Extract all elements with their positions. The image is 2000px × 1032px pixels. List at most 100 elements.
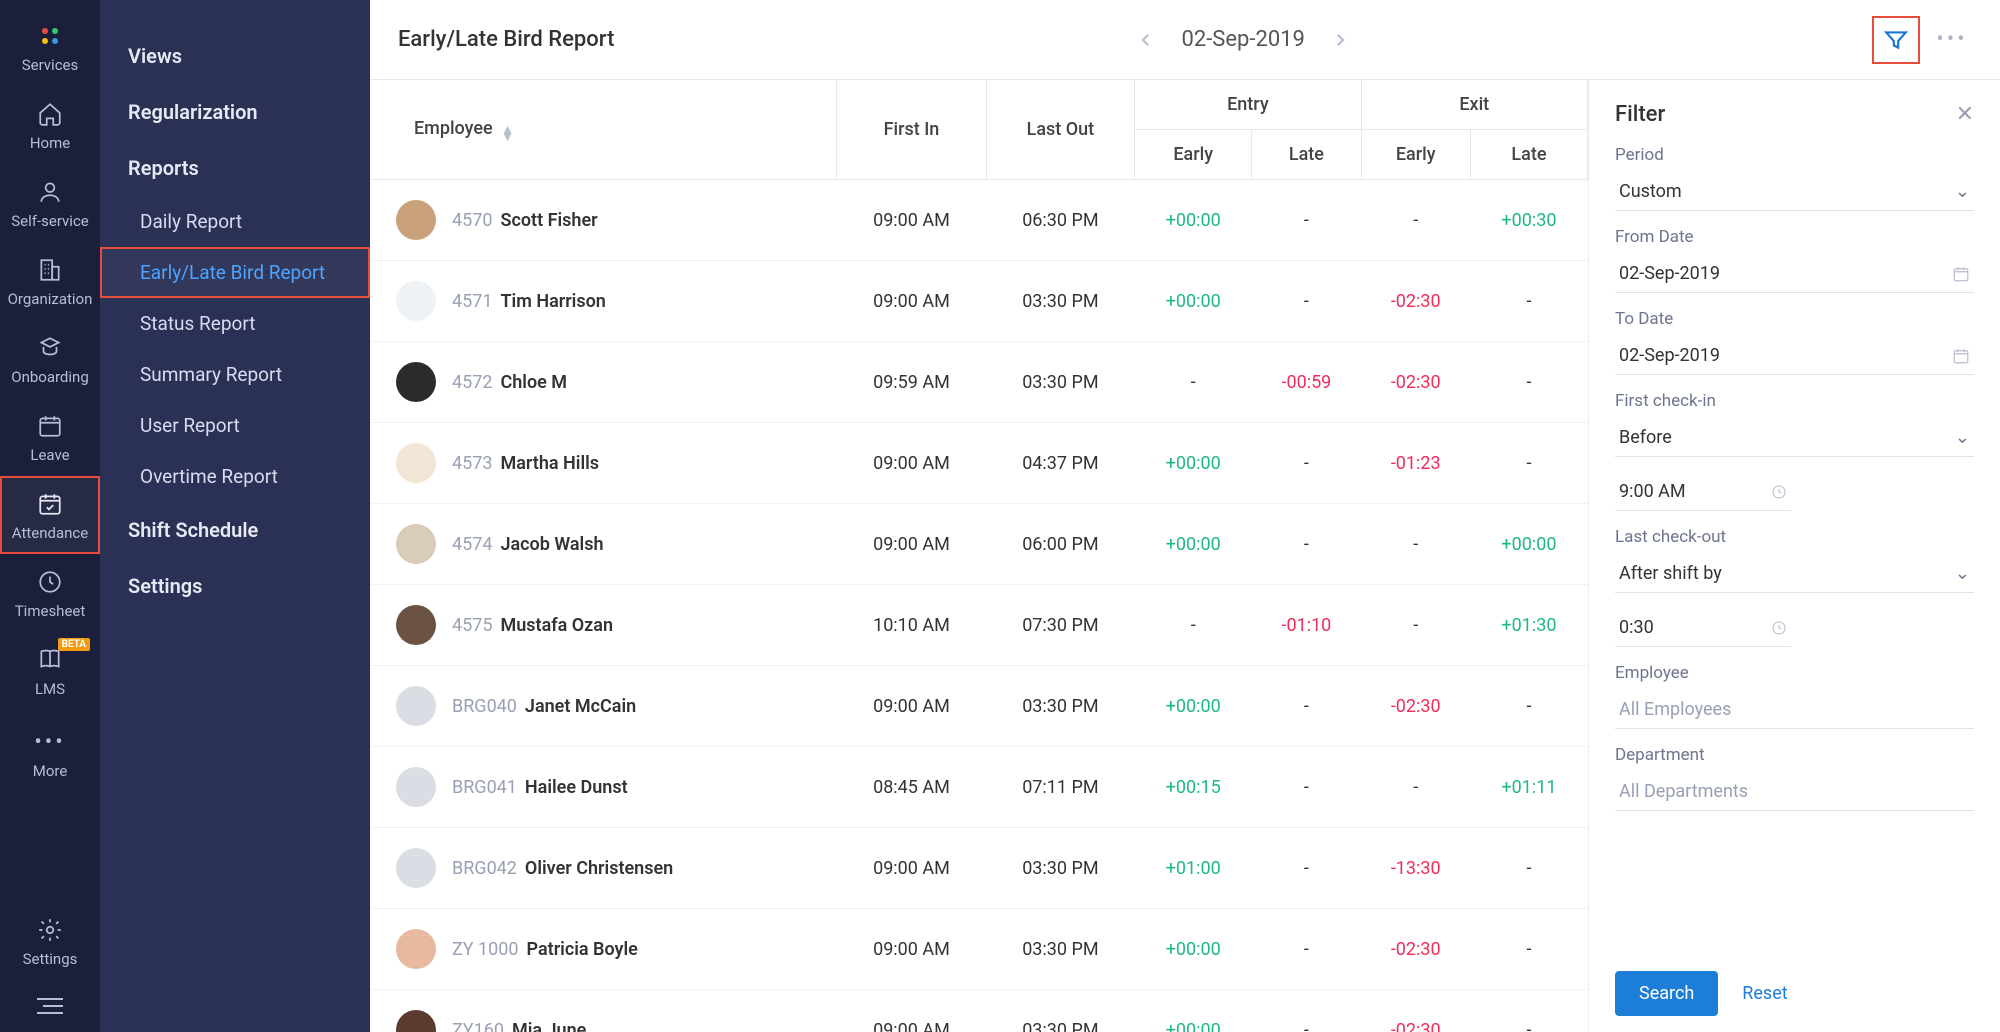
next-date-button[interactable] [1325,25,1355,55]
cell-entry-late: - [1252,828,1361,909]
cell-exit-late: - [1470,909,1587,990]
employee-name: Janet McCain [525,696,636,717]
close-filter-button[interactable]: ✕ [1956,102,1974,127]
rail-onboarding[interactable]: Onboarding [0,320,100,398]
col-last-out[interactable]: Last Out [986,80,1135,180]
rail-services[interactable]: Services [0,8,100,86]
checkout-time-input[interactable]: 0:30 [1615,609,1791,647]
table-row[interactable]: 4570Scott Fisher 09:00 AM 06:30 PM +00:0… [370,180,1588,261]
rail-label: Home [30,134,70,152]
cell-exit-early: -02:30 [1361,909,1470,990]
subnav-status-report[interactable]: Status Report [100,298,370,349]
cell-first-in: 08:45 AM [837,747,986,828]
rail-attendance[interactable]: Attendance [0,476,100,554]
subnav-daily-report[interactable]: Daily Report [100,196,370,247]
employee-id: ZY 1000 [452,939,519,960]
cell-first-in: 09:00 AM [837,504,986,585]
handshake-icon [36,334,64,362]
menu-toggle-icon[interactable] [37,980,63,1032]
cell-exit-late: +00:30 [1470,180,1587,261]
table-row[interactable]: BRG042Oliver Christensen 09:00 AM 03:30 … [370,828,1588,909]
reset-button[interactable]: Reset [1742,983,1787,1004]
table-row[interactable]: 4571Tim Harrison 09:00 AM 03:30 PM +00:0… [370,261,1588,342]
cell-entry-late: - [1252,423,1361,504]
rail-label: Timesheet [15,602,86,620]
cell-last-out: 07:30 PM [986,585,1135,666]
cell-last-out: 04:37 PM [986,423,1135,504]
subnav-group-shift[interactable]: Shift Schedule [100,502,370,558]
subnav-group-regularization[interactable]: Regularization [100,84,370,140]
col-employee[interactable]: Employee▲▼ [370,80,837,180]
cell-entry-late: - [1252,504,1361,585]
subnav-overtime-report[interactable]: Overtime Report [100,451,370,502]
report-table-container: Employee▲▼ First In Last Out Entry Exit … [370,80,1588,1032]
avatar [396,362,436,402]
period-select[interactable]: Custom⌄ [1615,173,1974,211]
from-date-input[interactable]: 02-Sep-2019 [1615,255,1974,293]
table-row[interactable]: BRG040Janet McCain 09:00 AM 03:30 PM +00… [370,666,1588,747]
cell-exit-early: -02:30 [1361,666,1470,747]
employee-id: BRG042 [452,858,517,879]
table-row[interactable]: ZY 1000Patricia Boyle 09:00 AM 03:30 PM … [370,909,1588,990]
rail-timesheet[interactable]: Timesheet [0,554,100,632]
subnav-early-late-report[interactable]: Early/Late Bird Report [100,247,370,298]
employee-id: 4573 [452,453,492,474]
cell-entry-early: +00:00 [1135,504,1252,585]
employee-name: Chloe M [500,372,567,393]
rail-organization[interactable]: Organization [0,242,100,320]
cell-exit-early: - [1361,504,1470,585]
table-row[interactable]: 4575Mustafa Ozan 10:10 AM 07:30 PM - -01… [370,585,1588,666]
col-entry-late[interactable]: Late [1252,130,1361,180]
table-row[interactable]: 4574Jacob Walsh 09:00 AM 06:00 PM +00:00… [370,504,1588,585]
cell-entry-early: - [1135,585,1252,666]
avatar [396,200,436,240]
cell-last-out: 06:00 PM [986,504,1135,585]
cell-exit-early: -13:30 [1361,828,1470,909]
table-row[interactable]: ZY160Mia June 09:00 AM 03:30 PM +00:00 -… [370,990,1588,1032]
prev-date-button[interactable] [1131,25,1161,55]
col-exit-early[interactable]: Early [1361,130,1470,180]
cell-exit-late: - [1470,666,1587,747]
more-actions-button[interactable]: ••• [1932,20,1972,60]
rail-settings[interactable]: Settings [0,902,100,980]
rail-lms[interactable]: BETA LMS [0,632,100,710]
current-date[interactable]: 02-Sep-2019 [1181,27,1304,52]
subnav-group-reports[interactable]: Reports [100,140,370,196]
checkin-label: First check-in [1615,391,1974,411]
employee-filter-select[interactable]: All Employees [1615,691,1974,729]
employee-filter-label: Employee [1615,663,1974,683]
rail-more[interactable]: ••• More [0,714,100,792]
rail-label: Organization [8,290,93,308]
cell-last-out: 03:30 PM [986,666,1135,747]
employee-id: 4570 [452,210,492,231]
department-filter-select[interactable]: All Departments [1615,773,1974,811]
to-date-input[interactable]: 02-Sep-2019 [1615,337,1974,375]
checkin-time-input[interactable]: 9:00 AM [1615,473,1791,511]
checkout-select[interactable]: After shift by⌄ [1615,555,1974,593]
col-first-in[interactable]: First In [837,80,986,180]
rail-selfservice[interactable]: Self-service [0,164,100,242]
search-button[interactable]: Search [1615,971,1718,1016]
cell-last-out: 03:30 PM [986,909,1135,990]
from-date-label: From Date [1615,227,1974,247]
table-row[interactable]: BRG041Hailee Dunst 08:45 AM 07:11 PM +00… [370,747,1588,828]
cell-first-in: 09:00 AM [837,909,986,990]
avatar [396,1010,436,1032]
cell-exit-late: +01:11 [1470,747,1587,828]
cell-exit-late: - [1470,828,1587,909]
rail-leave[interactable]: Leave [0,398,100,476]
filter-toggle-button[interactable] [1872,16,1920,64]
col-entry-early[interactable]: Early [1135,130,1252,180]
employee-name: Mia June [512,1020,586,1032]
checkin-select[interactable]: Before⌄ [1615,419,1974,457]
cell-exit-early: -02:30 [1361,342,1470,423]
subnav-user-report[interactable]: User Report [100,400,370,451]
subnav-summary-report[interactable]: Summary Report [100,349,370,400]
cell-last-out: 03:30 PM [986,342,1135,423]
col-exit-late[interactable]: Late [1470,130,1587,180]
table-row[interactable]: 4573Martha Hills 09:00 AM 04:37 PM +00:0… [370,423,1588,504]
subnav-group-settings[interactable]: Settings [100,558,370,614]
table-row[interactable]: 4572Chloe M 09:59 AM 03:30 PM - -00:59 -… [370,342,1588,423]
rail-home[interactable]: Home [0,86,100,164]
subnav-group-views[interactable]: Views [100,28,370,84]
